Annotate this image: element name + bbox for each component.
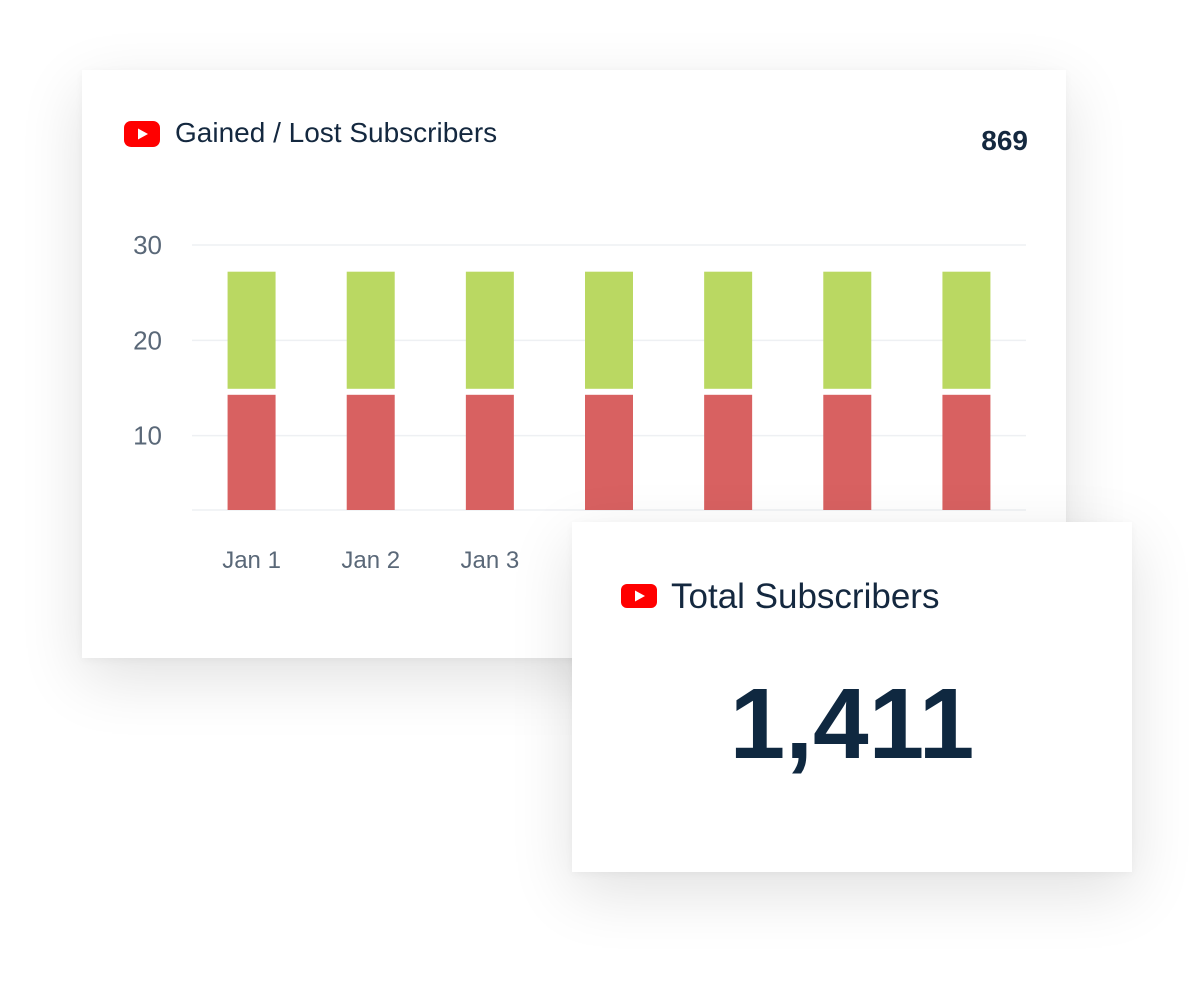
x-tick-label: Jan 1 <box>222 547 281 574</box>
bar-gained <box>942 271 991 389</box>
bar-lost <box>942 394 991 510</box>
y-tick-label: 20 <box>133 325 162 355</box>
bar-gained <box>346 271 395 389</box>
bar-gained <box>704 271 753 389</box>
total-subscribers-card: Total Subscribers 1,411 <box>572 522 1132 872</box>
y-tick-label: 10 <box>133 421 162 451</box>
bar-lost <box>704 394 753 510</box>
bar-gained <box>823 271 872 389</box>
y-tick-label: 30 <box>133 230 162 260</box>
x-tick-label: Jan 2 <box>341 547 400 574</box>
bar-lost <box>346 394 395 510</box>
total-value: 869 <box>981 125 1028 156</box>
card-title: Gained / Lost Subscribers <box>175 117 498 148</box>
x-tick-label: Jan 3 <box>460 547 519 574</box>
bar-lost <box>227 394 276 510</box>
total-subscribers-value: 1,411 <box>729 668 975 780</box>
bar-lost <box>823 394 872 510</box>
bar-gained <box>227 271 276 389</box>
bar-gained <box>465 271 514 389</box>
youtube-icon <box>124 121 160 152</box>
bar-lost <box>585 394 633 510</box>
bar-lost <box>465 394 514 510</box>
youtube-icon <box>621 584 657 613</box>
card-title: Total Subscribers <box>671 577 940 616</box>
bar-gained <box>585 271 633 389</box>
